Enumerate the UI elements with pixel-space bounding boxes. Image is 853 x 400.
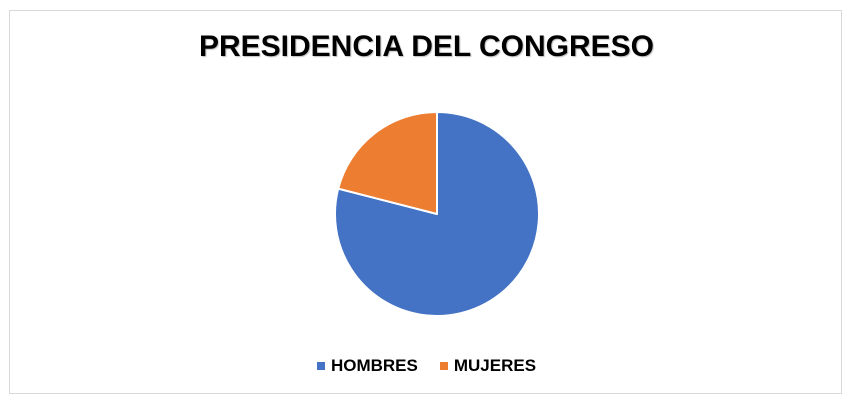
pie-slice-hombres <box>334 111 540 317</box>
legend-label-mujeres: MUJERES <box>453 356 537 375</box>
legend-item-hombres: HOMBRES <box>316 356 418 376</box>
legend-swatch-mujeres <box>439 362 448 370</box>
pie-slice-mujeres <box>337 111 438 215</box>
legend: HOMBRES MUJERES <box>0 356 853 376</box>
pie-slices <box>334 111 540 317</box>
legend-swatch-hombres <box>316 362 325 370</box>
legend-label-hombres: HOMBRES <box>330 356 418 375</box>
legend-item-mujeres: MUJERES <box>439 356 537 376</box>
chart-title: PRESIDENCIA DEL CONGRESO <box>198 30 655 63</box>
